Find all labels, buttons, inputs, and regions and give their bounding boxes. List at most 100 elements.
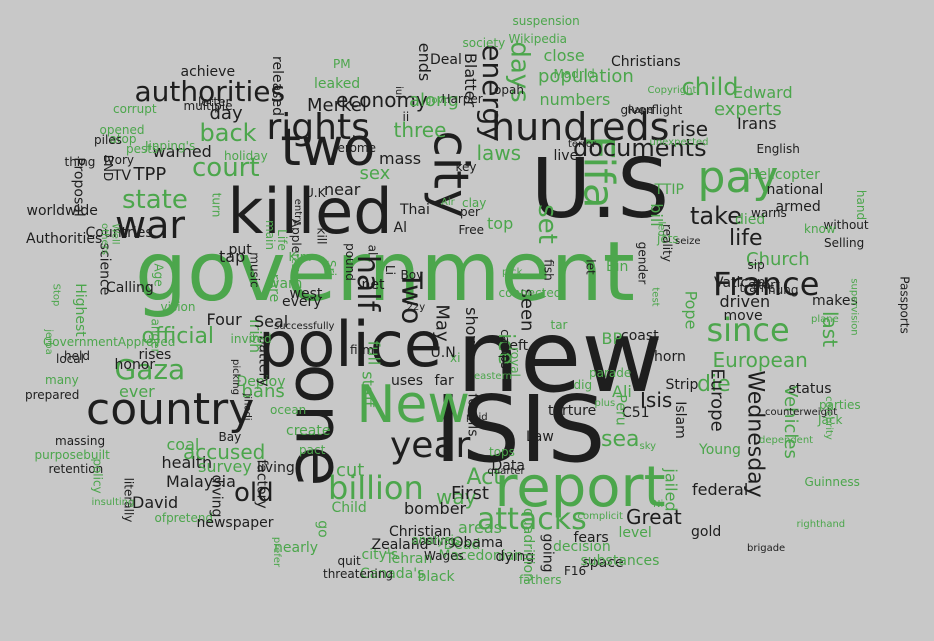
word-cloud-word: Al xyxy=(393,220,407,236)
word-cloud-word: level xyxy=(618,525,652,541)
word-cloud-word: Child xyxy=(331,500,367,516)
word-cloud-word: top xyxy=(487,214,514,233)
word-cloud-word: tops xyxy=(489,445,515,459)
word-cloud-word: Passports xyxy=(897,276,912,334)
word-cloud-word: Data xyxy=(491,458,525,474)
word-cloud-word: Peru xyxy=(612,394,629,426)
word-cloud-word: Selling xyxy=(824,236,865,250)
word-cloud-word: Well xyxy=(109,223,121,245)
word-cloud-word: die xyxy=(697,372,731,397)
word-cloud-word: Deal xyxy=(430,52,462,68)
word-cloud-word: terror xyxy=(568,139,597,150)
word-cloud-word: fish xyxy=(541,259,556,281)
word-cloud-word: take xyxy=(690,202,742,230)
word-cloud-word: city's xyxy=(361,547,399,563)
word-cloud-word: tap xyxy=(219,247,246,266)
word-cloud-word: Air xyxy=(441,197,455,208)
word-cloud-word: country xyxy=(86,384,255,435)
word-cloud-word: sex xyxy=(359,163,391,184)
word-cloud-word: test xyxy=(649,287,661,307)
word-cloud-word: bans xyxy=(241,381,285,402)
word-cloud-word: Act xyxy=(466,465,502,490)
word-cloud-word: invited xyxy=(230,332,272,346)
word-cloud-word: economy xyxy=(336,88,428,112)
word-cloud-word: dependent xyxy=(759,435,814,446)
word-cloud-word: quit xyxy=(337,554,361,568)
word-cloud-word: diving xyxy=(207,474,224,518)
word-cloud-word: authorities xyxy=(134,75,286,108)
word-cloud-word: First xyxy=(451,483,489,504)
word-cloud-word: Europe xyxy=(706,368,728,432)
word-cloud-word: Gaza xyxy=(114,353,186,386)
word-cloud-word: honor xyxy=(114,357,156,373)
word-cloud-word: attacks xyxy=(477,502,587,537)
word-cloud-word: ocean xyxy=(270,403,307,417)
word-cloud-word: righthand xyxy=(796,519,846,530)
word-cloud-word: Young xyxy=(699,442,741,458)
word-cloud-word: camps xyxy=(497,329,512,369)
word-cloud-word: coast xyxy=(621,328,659,344)
word-cloud-word: Jerome xyxy=(334,141,377,155)
word-cloud-word: Countries xyxy=(85,225,153,241)
word-cloud-word: David xyxy=(132,493,179,512)
word-cloud-word: policy xyxy=(90,458,105,494)
word-cloud-word: pact xyxy=(299,443,326,457)
word-cloud-word: quadrillion xyxy=(519,508,536,582)
word-cloud-word: live xyxy=(553,148,579,164)
word-cloud-word: led xyxy=(655,221,667,237)
word-cloud-word: ends xyxy=(415,42,435,82)
word-cloud-word: sky xyxy=(639,441,657,452)
word-cloud-word: go xyxy=(314,520,331,538)
word-cloud-word: hung xyxy=(768,283,799,297)
word-cloud-word: Ivory xyxy=(104,153,135,167)
word-cloud-word: police xyxy=(258,308,442,381)
word-cloud-word: English xyxy=(756,142,800,156)
word-cloud-word: Li xyxy=(383,264,398,276)
word-cloud-word: left xyxy=(505,338,529,354)
word-cloud-word: pick xyxy=(502,267,523,278)
word-cloud-word: vision xyxy=(160,300,196,314)
word-cloud-word: Authorities xyxy=(26,231,103,247)
word-cloud-word: quarter xyxy=(487,466,525,477)
word-cloud-word: Vatican xyxy=(714,275,766,291)
word-cloud-word: threatening xyxy=(323,567,393,581)
word-cloud-word: France xyxy=(713,265,820,303)
word-cloud-word: Macedonian xyxy=(438,548,524,564)
word-cloud-word: seize xyxy=(675,236,701,247)
word-cloud-word: Four xyxy=(206,310,242,329)
word-cloud-word: U.S xyxy=(531,142,670,237)
word-cloud-word: hundreds xyxy=(491,105,670,149)
word-cloud-word: retention xyxy=(48,462,104,476)
word-cloud-word: set xyxy=(531,204,562,244)
word-cloud-word: worldwide xyxy=(26,203,98,219)
word-cloud-word: horn xyxy=(654,349,686,365)
word-cloud-word: move xyxy=(723,308,763,324)
word-cloud-word: space xyxy=(582,555,624,571)
word-cloud-word: far xyxy=(434,373,454,389)
word-cloud-word: Kim xyxy=(288,250,312,264)
word-cloud-word: Bin xyxy=(606,259,629,275)
word-cloud-word: al xyxy=(364,244,379,256)
word-cloud-word: newspaper xyxy=(196,515,274,531)
word-cloud-word: ofpretend xyxy=(154,511,214,525)
word-cloud-word: Free xyxy=(458,223,484,237)
word-cloud-word: back xyxy=(199,119,257,147)
word-cloud-word: clay xyxy=(462,196,487,210)
word-cloud-word: multiple xyxy=(183,99,233,113)
word-cloud-word: Strip xyxy=(665,377,699,393)
word-cloud-word: parties xyxy=(819,398,861,412)
word-cloud-word: many xyxy=(45,373,79,387)
word-cloud-word: black xyxy=(417,569,455,585)
word-cloud-word: xi xyxy=(450,351,461,365)
word-cloud-word: celebrity xyxy=(822,396,834,440)
word-cloud-word: Seal xyxy=(254,312,289,331)
word-cloud-word: held xyxy=(64,349,90,363)
word-cloud-word: firm xyxy=(350,343,374,357)
word-cloud-word: Calling xyxy=(106,280,154,296)
word-cloud-word: sea xyxy=(601,427,640,452)
word-cloud-word: way xyxy=(436,485,477,509)
word-cloud-word: ISIS xyxy=(434,376,606,483)
word-cloud-word: local xyxy=(56,352,84,366)
word-cloud-word: state xyxy=(122,185,188,215)
word-cloud-word: F16 xyxy=(564,564,587,578)
